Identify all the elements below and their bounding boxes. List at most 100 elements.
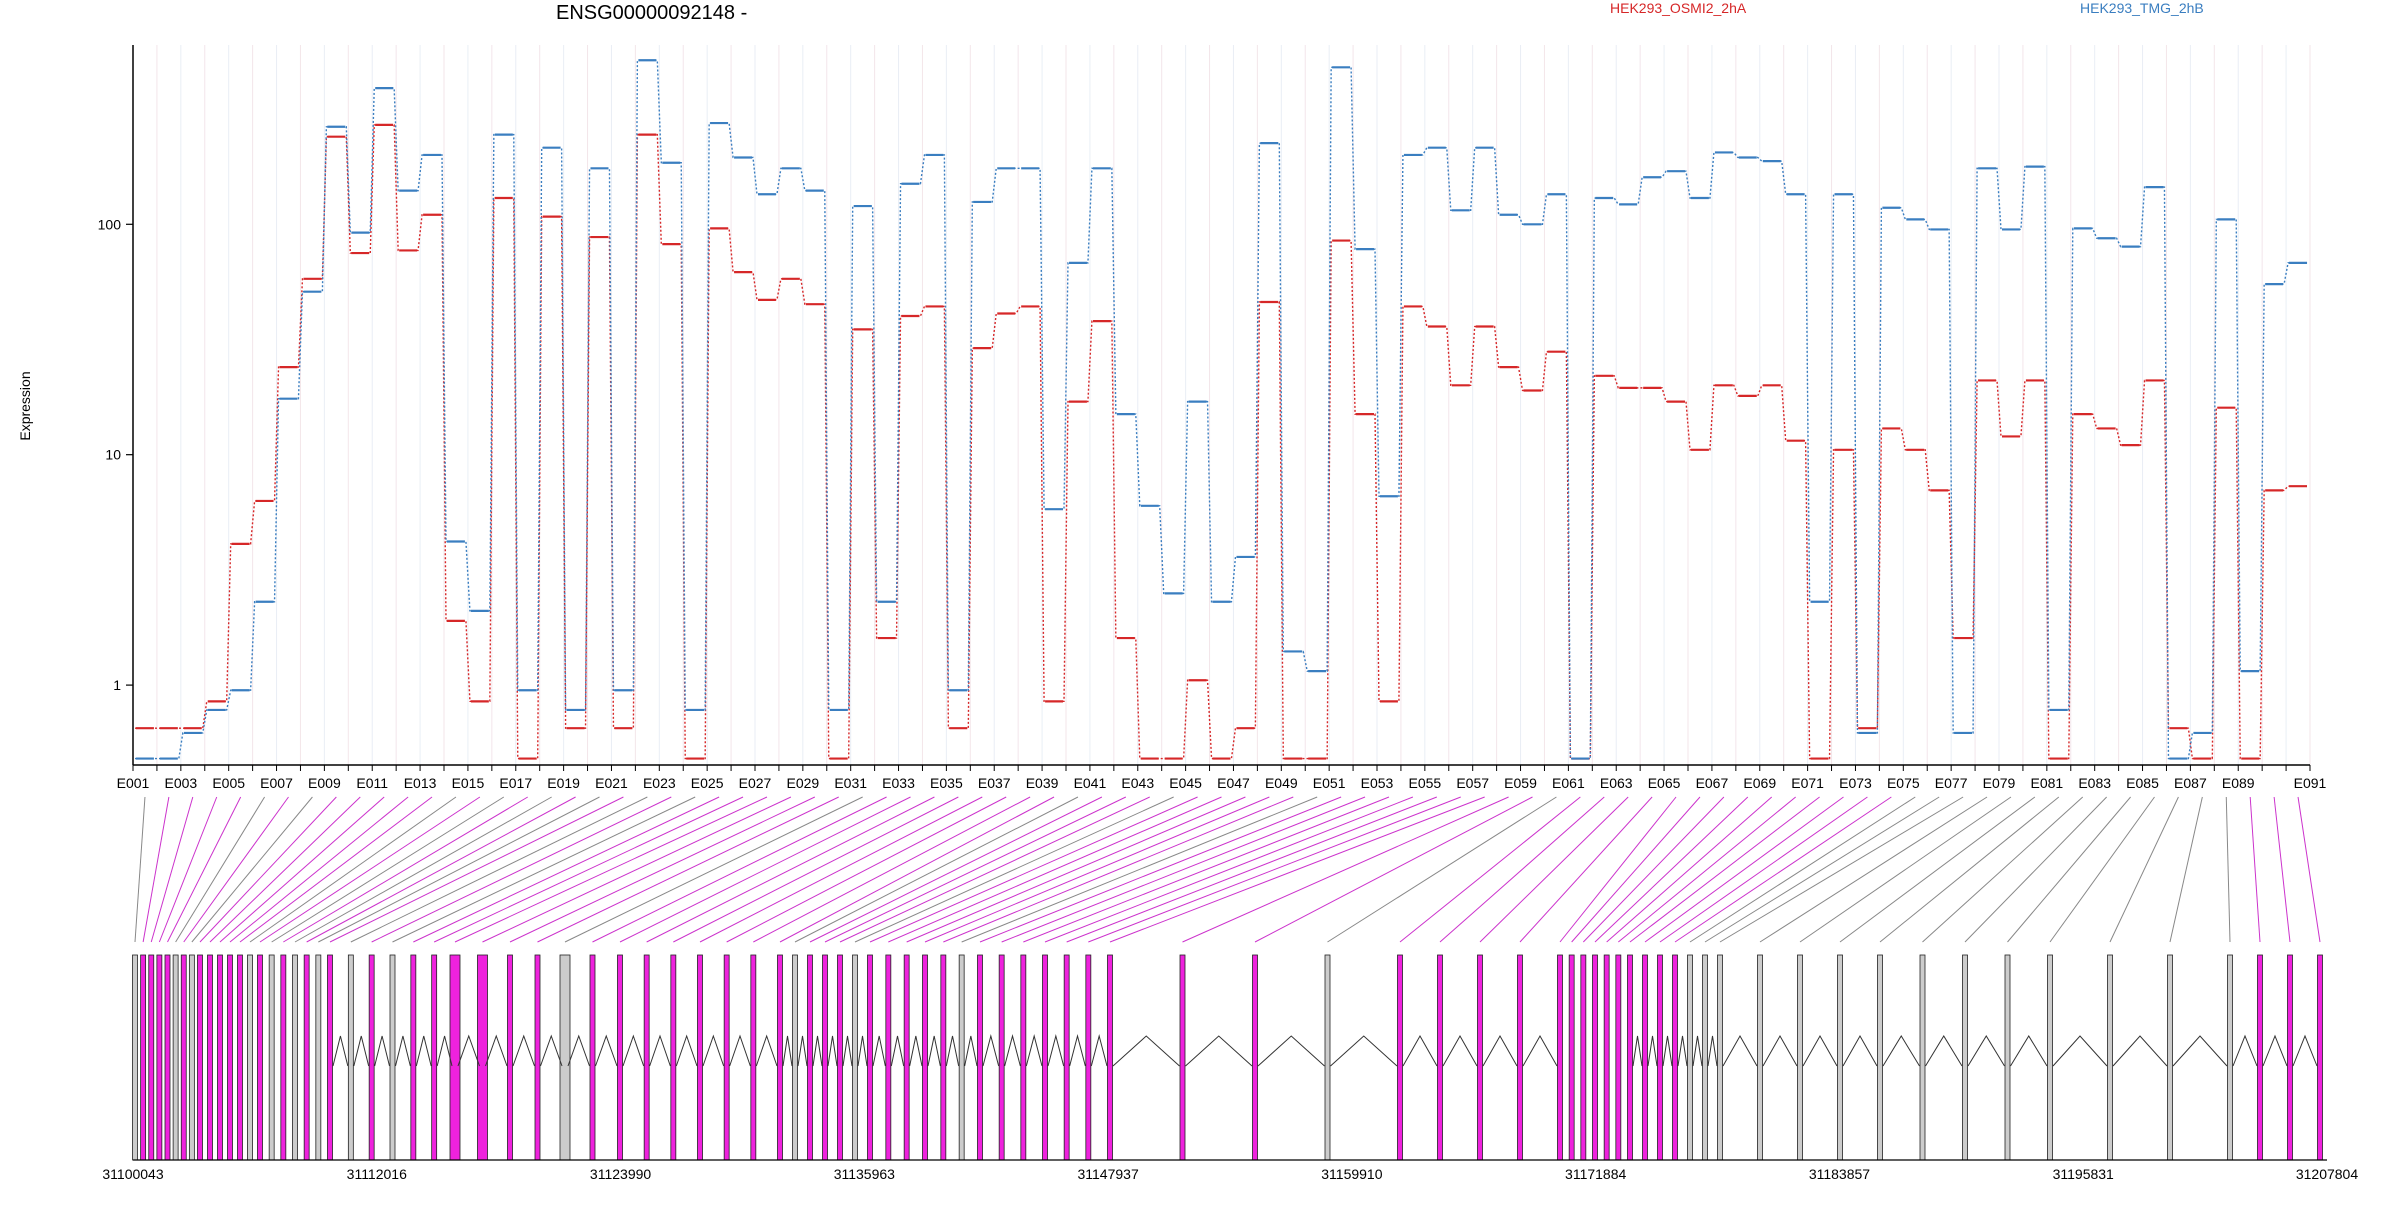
exon-connector — [1571, 796, 1701, 943]
exon-box — [1837, 954, 1843, 1161]
exon-connector — [1719, 796, 1964, 943]
genomic-tick-label: 31112016 — [347, 1166, 407, 1182]
exon-connector — [239, 796, 433, 943]
intron-line — [857, 1035, 868, 1067]
exon-connector — [1674, 796, 1892, 943]
exon-box — [1568, 954, 1575, 1161]
genomic-tick-label: 31123990 — [590, 1166, 651, 1182]
intron-line — [1677, 1035, 1688, 1067]
exon-box — [172, 954, 179, 1161]
intron-line — [1482, 1034, 1518, 1067]
intron-line — [1047, 1034, 1065, 1067]
exon-connector — [869, 796, 1198, 943]
intron-line — [812, 1035, 823, 1067]
exon-box — [1877, 954, 1883, 1161]
exon-box — [268, 954, 275, 1161]
exon-connector — [413, 796, 720, 943]
intron-line — [457, 1034, 480, 1067]
exon-box — [1962, 954, 1968, 1161]
intron-line — [374, 1035, 390, 1067]
y-tick-label: 100 — [98, 216, 122, 232]
exon-connector — [564, 796, 863, 943]
intron-line — [2292, 1034, 2318, 1067]
exon-box — [449, 954, 461, 1161]
exon-box — [156, 954, 163, 1161]
x-tick-label: E017 — [499, 775, 532, 791]
exon-box — [940, 954, 947, 1161]
genomic-tick-label: 31147937 — [1077, 1166, 1138, 1182]
x-tick-label: E005 — [212, 775, 245, 791]
intron-line — [540, 1034, 563, 1067]
exon-box — [1615, 954, 1622, 1161]
exon-connector — [537, 796, 839, 943]
exon-connector — [1839, 796, 2036, 943]
x-tick-label: E019 — [547, 775, 580, 791]
exon-connector — [2273, 796, 2291, 943]
exon-connector — [1759, 796, 1988, 943]
series-line-2 — [135, 59, 2308, 760]
exon-box — [1717, 954, 1723, 1161]
x-tick-label: E059 — [1504, 775, 1537, 791]
exon-connector — [779, 796, 1055, 943]
exon-box — [723, 954, 730, 1161]
exon-box — [292, 954, 298, 1161]
intron-line — [782, 1035, 793, 1067]
x-tick-label: E075 — [1887, 775, 1920, 791]
intron-line — [1925, 1035, 1963, 1067]
exon-box — [1437, 954, 1443, 1161]
intron-line — [1647, 1035, 1658, 1067]
exon-box — [1603, 954, 1610, 1161]
exon-box — [1919, 954, 1926, 1161]
exon-box — [750, 954, 757, 1161]
intron-line — [1842, 1034, 1878, 1067]
intron-line — [755, 1034, 778, 1067]
x-tick-label: E091 — [2294, 775, 2327, 791]
exon-box — [617, 954, 623, 1161]
y-axis-label: Expression — [17, 371, 33, 441]
exon-connector — [753, 796, 1031, 943]
exon-box — [1085, 954, 1092, 1161]
intron-line — [1090, 1034, 1108, 1067]
exon-box — [132, 954, 138, 1161]
intron-line — [1025, 1034, 1043, 1067]
intron-line — [982, 1034, 1000, 1067]
intron-line — [964, 1035, 978, 1067]
intron-line — [1692, 1035, 1703, 1067]
exon-box — [148, 954, 155, 1161]
x-tick-label: E027 — [739, 775, 772, 791]
exon-connector — [350, 796, 648, 943]
exon-connector — [906, 796, 1246, 943]
exon-box — [2227, 954, 2233, 1161]
exon-box — [188, 954, 195, 1161]
genomic-tick-label: 31135963 — [834, 1166, 895, 1182]
chart-title: ENSG00000092148 - — [556, 2, 748, 24]
exon-connector — [229, 796, 409, 943]
exon-connector — [1254, 796, 1533, 943]
intron-line — [353, 1035, 370, 1067]
exon-box — [140, 954, 147, 1161]
x-tick-label: E037 — [978, 775, 1011, 791]
exon-connector — [1109, 796, 1485, 943]
exon-connector — [1704, 796, 1940, 943]
exon-connector — [1629, 796, 1820, 943]
intron-line — [702, 1034, 725, 1067]
intron-line — [1762, 1034, 1798, 1067]
intron-line — [332, 1035, 349, 1067]
exon-box — [1627, 954, 1633, 1161]
exon-connector — [1044, 796, 1414, 943]
exon-box — [903, 954, 910, 1161]
exon-connector — [2169, 796, 2203, 943]
exon-connector — [482, 796, 792, 943]
x-tick-label: E023 — [643, 775, 676, 791]
exon-connector — [294, 796, 552, 943]
exon-box — [1687, 954, 1693, 1161]
x-tick-label: E045 — [1169, 775, 1202, 791]
series-line-1 — [135, 124, 2308, 760]
intron-line — [1522, 1034, 1558, 1067]
exon-box — [589, 954, 596, 1161]
exon-connector — [318, 796, 600, 943]
exon-connector — [1922, 796, 2084, 943]
intron-line — [1257, 1035, 1325, 1067]
exon-box — [431, 954, 438, 1161]
